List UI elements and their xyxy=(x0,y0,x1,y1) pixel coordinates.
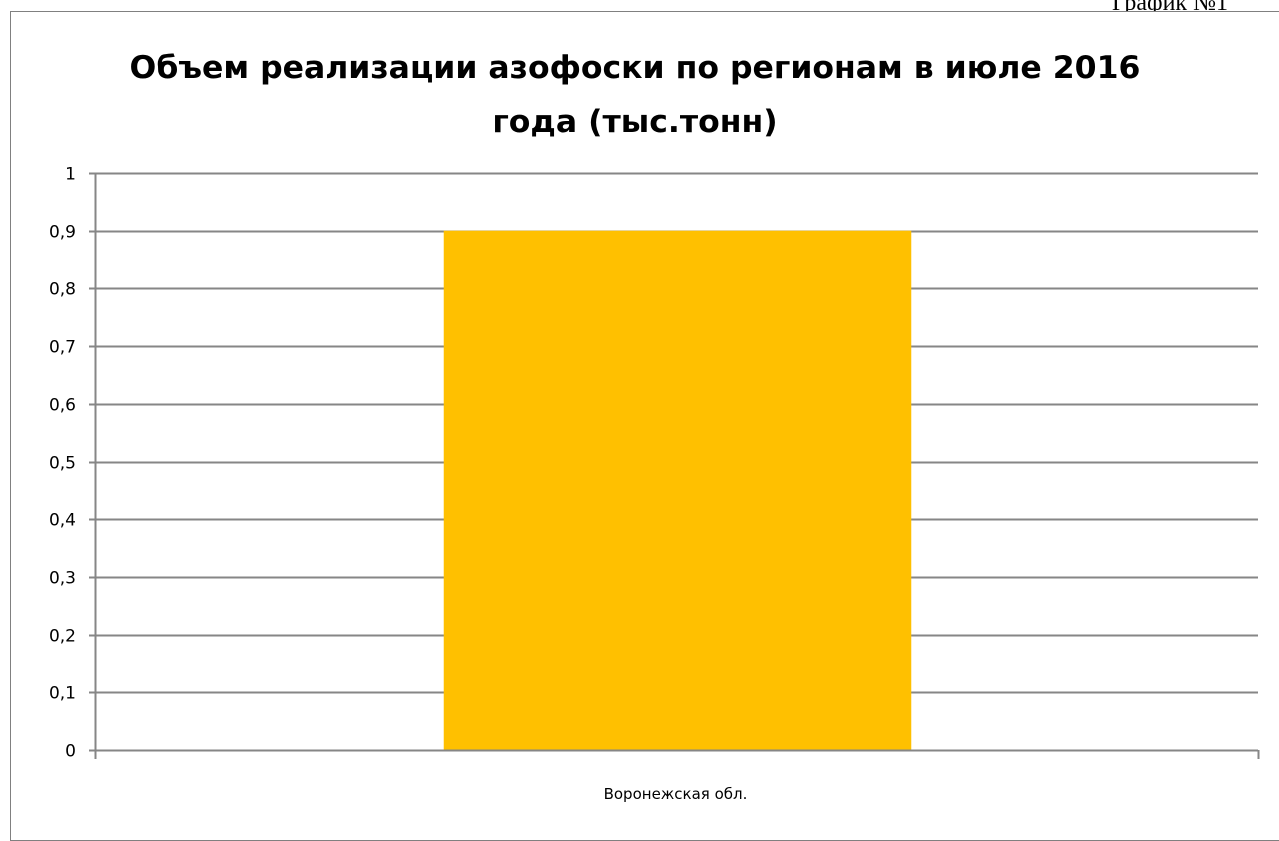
y-tick-label: 0,4 xyxy=(49,511,76,531)
chart-title: Объем реализации азофоски по регионам в … xyxy=(129,50,1141,140)
bar xyxy=(443,230,912,750)
y-tick-label: 0,7 xyxy=(49,338,76,358)
y-tick-label: 0,8 xyxy=(49,280,76,300)
y-tick-label: 0,5 xyxy=(49,454,76,474)
y-tick-label: 0,3 xyxy=(49,569,76,589)
y-tick-label: 0,6 xyxy=(49,396,76,416)
y-tick-label: 0,1 xyxy=(49,684,76,704)
y-tick-label: 0,2 xyxy=(49,627,76,647)
y-tick-label: 1 xyxy=(65,165,76,185)
y-tick-label: 0 xyxy=(65,742,76,762)
y-tick-label: 0,9 xyxy=(49,223,76,243)
x-category-label: Воронежская обл. xyxy=(604,785,748,803)
